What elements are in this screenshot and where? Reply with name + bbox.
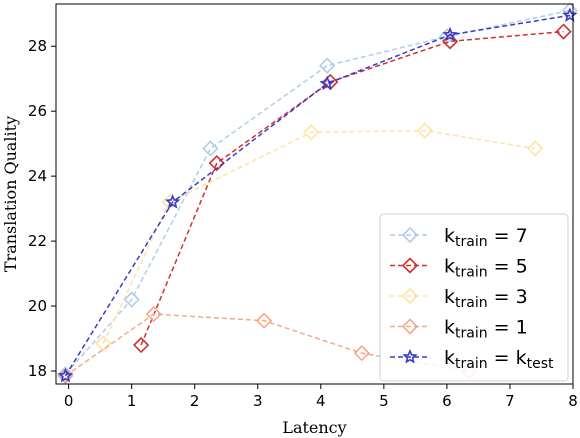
data-point — [353, 345, 370, 362]
data-point — [402, 348, 418, 364]
legend-entry: ktrain = 3 — [390, 286, 528, 311]
series-3 — [95, 122, 544, 352]
data-point — [401, 257, 419, 274]
data-point — [95, 335, 112, 352]
data-point — [318, 57, 336, 74]
x-tick-label: 7 — [505, 392, 515, 410]
y-tick-label: 20 — [28, 297, 47, 315]
series-5 — [57, 7, 578, 383]
x-tick-label: 6 — [442, 392, 452, 410]
legend: ktrain = 7 ktrain = 5 ktrain = 3 ktrain = 1… — [379, 213, 569, 382]
y-tick-label: 18 — [28, 362, 47, 380]
legend-entry: ktrain = ktest — [390, 347, 554, 372]
y-tick-label: 24 — [28, 167, 47, 185]
legend-entry: ktrain = 7 — [390, 225, 528, 250]
legend-label: ktrain = ktest — [444, 347, 554, 372]
data-point — [319, 75, 335, 91]
data-point — [401, 226, 419, 244]
legend-entry: ktrain = 5 — [390, 256, 528, 281]
data-point — [208, 155, 225, 172]
data-point — [202, 140, 219, 157]
data-point — [255, 312, 273, 329]
data-point — [132, 336, 150, 354]
y-tick-label: 22 — [28, 232, 47, 250]
data-point — [145, 306, 162, 323]
legend-entry: ktrain = 1 — [390, 317, 528, 342]
legend-label: ktrain = 1 — [444, 317, 528, 342]
y-tick-label: 28 — [28, 37, 47, 55]
series-line — [65, 313, 470, 377]
data-point — [441, 33, 459, 50]
legend-label: ktrain = 7 — [444, 225, 528, 250]
data-point — [442, 26, 458, 42]
y-axis-label: Translation Quality — [1, 116, 20, 272]
legend-label: ktrain = 5 — [444, 256, 528, 281]
y-tick-label: 26 — [28, 102, 47, 120]
plot-frame — [55, 3, 574, 385]
data-point — [401, 318, 419, 335]
data-point — [416, 122, 433, 139]
legend-label: ktrain = 3 — [444, 286, 528, 311]
data-point — [401, 287, 419, 305]
data-point — [555, 23, 572, 40]
series-line — [102, 129, 536, 344]
data-point — [57, 366, 74, 383]
x-axis-label: Latency — [282, 418, 346, 437]
ticks-layer: 0 1 2 3 4 5 6 7 8 18 20 22 24 26 28 — [28, 37, 578, 410]
x-tick-label: 4 — [316, 392, 326, 410]
x-tick-label: 2 — [190, 392, 200, 410]
x-tick-label: 3 — [253, 392, 263, 410]
data-point — [527, 140, 544, 157]
series-line — [64, 9, 571, 375]
data-point — [57, 367, 74, 383]
x-tick-label: 8 — [568, 392, 578, 410]
data-point — [164, 194, 181, 209]
x-tick-label: 0 — [64, 392, 74, 410]
data-point — [562, 7, 578, 22]
x-tick-label: 5 — [379, 392, 389, 410]
data-point — [123, 291, 140, 308]
legend-box — [379, 213, 569, 382]
data-point — [303, 124, 320, 141]
x-tick-label: 1 — [127, 392, 137, 410]
series-line — [64, 14, 570, 377]
